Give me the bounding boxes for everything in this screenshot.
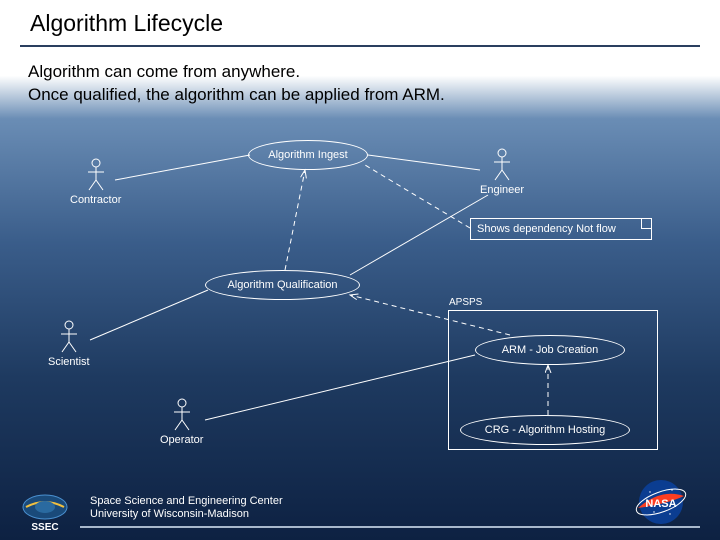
footer-line-1: Space Science and Engineering Center: [90, 495, 283, 509]
usecase-label: ARM - Job Creation: [502, 344, 599, 356]
stickfigure-icon: [84, 158, 108, 192]
stickfigure-icon: [490, 148, 514, 182]
ssec-logo: SSEC: [18, 492, 73, 534]
nasa-text: NASA: [645, 498, 676, 510]
stickfigure-icon: [57, 320, 81, 354]
actor-label: Engineer: [480, 184, 524, 196]
diagram-note: Shows dependency Not flow: [470, 218, 652, 240]
note-text: Shows dependency Not flow: [477, 223, 616, 235]
usecase-label: CRG - Algorithm Hosting: [485, 424, 605, 436]
body-line-1: Algorithm can come from anywhere.: [28, 61, 720, 84]
actor-label: Contractor: [70, 194, 121, 206]
actor-engineer: Engineer: [480, 148, 524, 196]
stickfigure-icon: [170, 398, 194, 432]
usecase-qualification: Algorithm Qualification: [205, 270, 360, 300]
system-label: APSPS: [449, 297, 482, 308]
actor-scientist: Scientist: [48, 320, 90, 368]
slide-body: Algorithm can come from anywhere. Once q…: [0, 47, 720, 107]
body-line-2: Once qualified, the algorithm can be app…: [28, 84, 720, 107]
actor-contractor: Contractor: [70, 158, 121, 206]
usecase-ingest: Algorithm Ingest: [248, 140, 368, 170]
slide-header: Algorithm Lifecycle: [0, 0, 720, 45]
usecase-label: Algorithm Ingest: [268, 149, 347, 161]
usecase-crg: CRG - Algorithm Hosting: [460, 415, 630, 445]
slide-footer: SSEC Space Science and Engineering Cente…: [0, 480, 720, 540]
usecase-arm: ARM - Job Creation: [475, 335, 625, 365]
actor-label: Scientist: [48, 356, 90, 368]
footer-line-2: University of Wisconsin-Madison: [90, 508, 283, 522]
actor-operator: Operator: [160, 398, 203, 446]
footer-rule: [80, 526, 700, 528]
ssec-text: SSEC: [31, 522, 58, 533]
footer-text: Space Science and Engineering Center Uni…: [90, 495, 283, 523]
usecase-label: Algorithm Qualification: [227, 279, 337, 291]
slide-title: Algorithm Lifecycle: [30, 10, 720, 45]
usecase-diagram: APSPS Contractor Engineer Scientist Oper…: [30, 140, 690, 475]
actor-label: Operator: [160, 434, 203, 446]
nasa-logo: NASA: [632, 478, 690, 526]
